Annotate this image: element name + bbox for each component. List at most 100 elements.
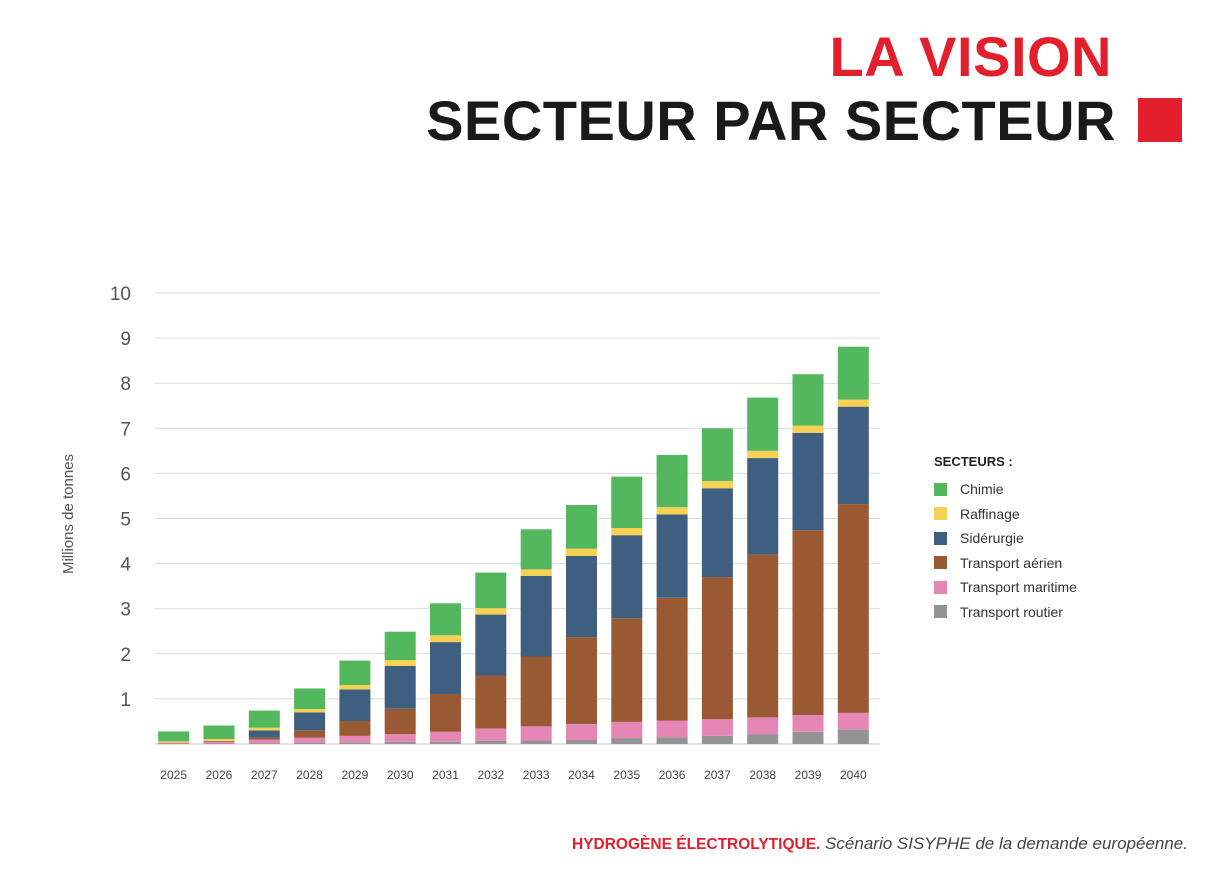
- legend-item: Transport maritime: [934, 575, 1077, 600]
- bar-segment: [475, 572, 507, 609]
- legend-swatch: [934, 507, 947, 521]
- bar-segment: [475, 740, 507, 744]
- bar-segment: [566, 555, 597, 638]
- bar-segment: [384, 734, 416, 742]
- bar-segment: [384, 660, 416, 666]
- bar-segment: [837, 406, 869, 505]
- x-tick-label: 2035: [613, 768, 640, 782]
- x-tick-label: 2028: [296, 768, 323, 782]
- bar-segment: [520, 656, 552, 727]
- bar-segment: [248, 710, 280, 728]
- bar-segment: [430, 693, 461, 732]
- bar-segment: [837, 504, 869, 713]
- bar-segment: [747, 450, 779, 458]
- bar-segment: [294, 709, 326, 713]
- bar-segment: [701, 735, 733, 744]
- legend-swatch: [934, 605, 947, 619]
- y-tick-label: 5: [120, 510, 131, 531]
- bar-segment: [611, 618, 643, 722]
- x-tick-label: 2025: [160, 768, 187, 782]
- footer-bold: HYDROGÈNE ÉLECTROLYTIQUE.: [572, 836, 821, 853]
- bar-segment: [566, 505, 597, 549]
- bar-segment: [566, 724, 597, 740]
- bar-segment: [158, 731, 190, 742]
- bar-segment: [792, 374, 824, 426]
- bar-segment: [837, 399, 869, 407]
- bar-segment: [520, 740, 552, 744]
- bar-segment: [792, 432, 824, 531]
- bar-segment: [203, 743, 235, 744]
- title-accent-square: [1138, 98, 1182, 142]
- bar-segment: [384, 741, 416, 744]
- legend-item: Transport aérien: [934, 551, 1077, 576]
- bar-segment: [475, 675, 507, 729]
- bar-segment: [792, 715, 824, 732]
- bar-segment: [475, 728, 507, 741]
- bar-segment: [339, 742, 371, 744]
- x-tick-label: 2040: [840, 768, 867, 782]
- y-tick-label: 4: [120, 555, 131, 576]
- x-tick-label: 2029: [342, 768, 369, 782]
- y-tick-label: 2: [120, 645, 131, 666]
- bar-segment: [520, 726, 552, 741]
- bar-segment: [339, 689, 371, 721]
- bar-segment: [339, 660, 371, 685]
- bar-segment: [747, 554, 779, 718]
- bar-segment: [611, 535, 643, 619]
- bar-segment: [837, 346, 869, 400]
- y-tick-label: 6: [120, 464, 131, 485]
- bar-segment: [566, 739, 597, 744]
- legend-label: Transport aérien: [960, 554, 1063, 571]
- bar-segment: [294, 737, 326, 743]
- bar-segment: [701, 577, 733, 720]
- bar-segment: [656, 507, 688, 515]
- footer-text: Scénario SISYPHE de la demande européenn…: [825, 834, 1188, 853]
- bar-segment: [339, 684, 371, 690]
- x-tick-label: 2031: [432, 768, 459, 782]
- bar-segment: [566, 548, 597, 556]
- x-tick-label: 2033: [523, 768, 550, 782]
- bar-segment: [792, 530, 824, 716]
- bar-segment: [701, 481, 733, 489]
- bar-segment: [248, 727, 280, 731]
- x-tick-label: 2032: [477, 768, 504, 782]
- bar-segment: [248, 737, 280, 740]
- bar-segment: [430, 603, 461, 636]
- bar-segment: [656, 720, 688, 738]
- x-tick-label: 2027: [251, 768, 278, 782]
- bar-segment: [158, 743, 190, 744]
- bar-segment: [294, 688, 326, 710]
- x-tick-label: 2030: [387, 768, 414, 782]
- bar-segment: [384, 708, 416, 735]
- bar-segment: [611, 738, 643, 744]
- bar-segment: [384, 666, 416, 709]
- legend-item: Sidérurgie: [934, 526, 1077, 551]
- legend-swatch: [934, 556, 947, 570]
- title-line1: LA VISION: [829, 25, 1112, 88]
- bar-segment: [656, 737, 688, 744]
- bar-segment: [203, 740, 235, 742]
- footer-caption: HYDROGÈNE ÉLECTROLYTIQUE. Scénario SISYP…: [572, 834, 1188, 854]
- bar-segment: [747, 734, 779, 744]
- legend-swatch: [934, 531, 947, 545]
- bar-segment: [520, 569, 552, 576]
- bar-segment: [248, 739, 280, 744]
- bar-segment: [747, 397, 779, 451]
- bar-segment: [475, 608, 507, 615]
- legend-item: Transport routier: [934, 600, 1077, 625]
- bar-segment: [158, 741, 190, 743]
- bar-segment: [520, 529, 552, 570]
- bar-segment: [294, 712, 326, 731]
- bar-segment: [611, 721, 643, 739]
- x-tick-label: 2038: [749, 768, 776, 782]
- y-axis-title: Millions de tonnes: [60, 454, 77, 574]
- x-tick-label: 2039: [795, 768, 822, 782]
- bar-segment: [430, 731, 461, 742]
- bar-segment: [203, 741, 235, 744]
- y-tick-label: 7: [120, 419, 131, 440]
- bar-segment: [656, 514, 688, 598]
- x-tick-label: 2034: [568, 768, 595, 782]
- bar-segment: [837, 712, 869, 730]
- legend-item: Raffinage: [934, 502, 1077, 527]
